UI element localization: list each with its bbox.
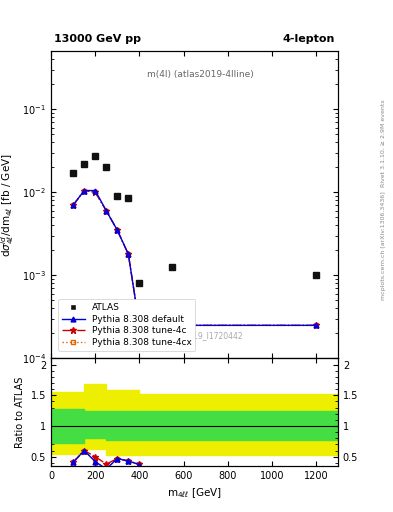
Y-axis label: d$\sigma^{id}_{4\ell}$/dm$_{4\ell}$ [fb / GeV]: d$\sigma^{id}_{4\ell}$/dm$_{4\ell}$ [fb … — [0, 153, 17, 257]
Text: 4-lepton: 4-lepton — [283, 33, 335, 44]
Legend: ATLAS, Pythia 8.308 default, Pythia 8.308 tune-4c, Pythia 8.308 tune-4cx: ATLAS, Pythia 8.308 default, Pythia 8.30… — [59, 300, 195, 351]
Text: m(4l) (atlas2019-4lline): m(4l) (atlas2019-4lline) — [147, 70, 253, 79]
Y-axis label: Ratio to ATLAS: Ratio to ATLAS — [15, 376, 25, 448]
Text: 13000 GeV pp: 13000 GeV pp — [54, 33, 141, 44]
Text: Rivet 3.1.10, ≥ 2.9M events: Rivet 3.1.10, ≥ 2.9M events — [381, 99, 386, 187]
X-axis label: m$_{4\ell\ell}$ [GeV]: m$_{4\ell\ell}$ [GeV] — [167, 486, 222, 500]
Text: ATLAS_2019_I1720442: ATLAS_2019_I1720442 — [157, 331, 244, 340]
Text: mcplots.cern.ch [arXiv:1306.3436]: mcplots.cern.ch [arXiv:1306.3436] — [381, 191, 386, 300]
